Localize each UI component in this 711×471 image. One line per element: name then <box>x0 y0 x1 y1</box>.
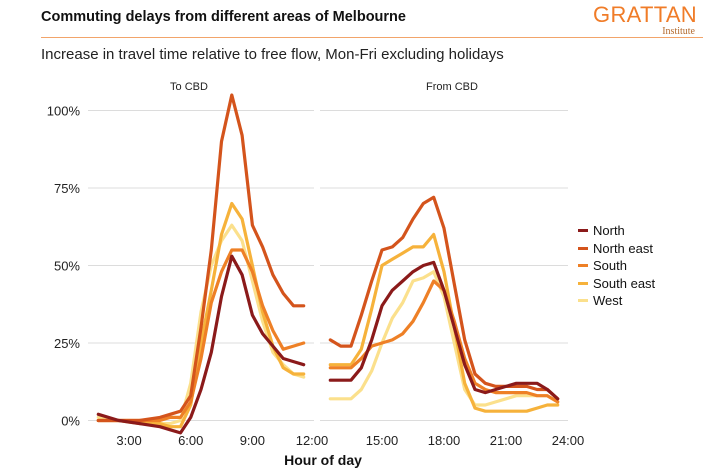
legend-swatch <box>578 264 588 268</box>
y-tick-label: 75% <box>54 181 80 196</box>
x-tick-label: 3:00 <box>116 433 141 448</box>
y-tick-label: 25% <box>54 336 80 351</box>
legend-item: South <box>578 257 655 275</box>
series-line-north-east-panel-1 <box>328 195 560 401</box>
chart-subtitle: Increase in travel time relative to free… <box>41 46 504 63</box>
x-axis-label: Hour of day <box>284 452 362 468</box>
x-tick-label: 15:00 <box>366 433 399 448</box>
series-line-south-panel-0 <box>96 248 306 423</box>
series-line-north-panel-0 <box>96 254 306 435</box>
legend-label: North east <box>593 240 653 256</box>
legend-item: West <box>578 292 655 310</box>
legend-label: North <box>593 223 625 239</box>
x-tick-label: 6:00 <box>178 433 203 448</box>
legend-item: North <box>578 222 655 240</box>
chart-legend: North North east South South east West <box>578 222 655 310</box>
x-tick-label: 21:00 <box>490 433 523 448</box>
legend-swatch <box>578 246 588 250</box>
x-tick-label: 24:00 <box>552 433 585 448</box>
legend-item: South east <box>578 275 655 293</box>
chart-title: Commuting delays from different areas of… <box>41 9 406 25</box>
legend-label: South east <box>593 275 656 291</box>
legend-label: South <box>593 258 627 274</box>
logo-subtitle: Institute <box>662 26 695 37</box>
series-line-south-east-panel-1 <box>328 232 560 413</box>
x-tick-label: 9:00 <box>240 433 265 448</box>
legend-label: West <box>593 293 623 309</box>
legend-swatch <box>578 229 588 233</box>
title-divider <box>41 37 703 38</box>
y-tick-label: 100% <box>47 104 81 119</box>
panel-title-0: To CBD <box>170 81 208 93</box>
x-tick-label: 18:00 <box>428 433 461 448</box>
panel-title-1: From CBD <box>426 81 478 93</box>
x-tick-label: 12:00 <box>296 433 329 448</box>
legend-item: North east <box>578 240 655 258</box>
series-line-north-east-panel-0 <box>96 93 306 423</box>
y-tick-label: 50% <box>54 259 80 274</box>
grattan-logo: GRATTAN Institute <box>593 4 697 37</box>
y-tick-label: 0% <box>61 414 80 429</box>
series-line-west-panel-1 <box>328 270 560 407</box>
legend-swatch <box>578 299 588 303</box>
series-line-north-panel-1 <box>328 260 560 401</box>
legend-swatch <box>578 281 588 285</box>
logo-wordmark: GRATTAN <box>593 2 697 27</box>
